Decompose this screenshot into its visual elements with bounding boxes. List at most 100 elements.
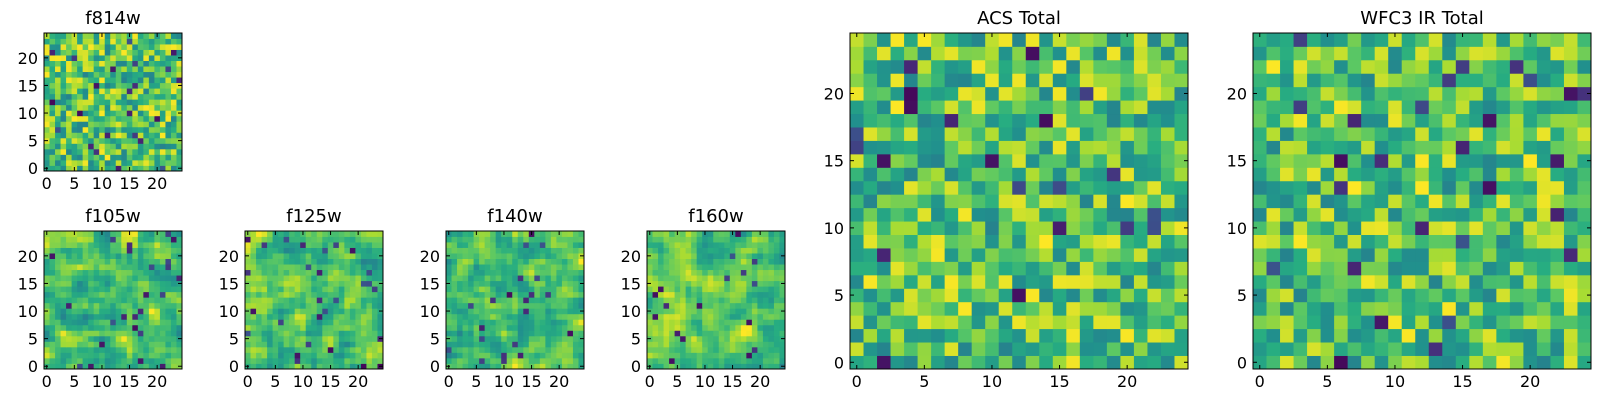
heatmap-cell	[93, 49, 100, 56]
heatmap-cell	[250, 346, 257, 353]
heatmap-cell	[998, 100, 1013, 115]
heatmap-cell	[669, 346, 675, 353]
heatmap-cell	[495, 352, 502, 359]
heatmap-cell	[713, 346, 720, 353]
heatmap-cell	[1066, 113, 1081, 128]
heatmap-cell	[327, 313, 334, 320]
heatmap-cell	[1320, 207, 1335, 222]
heatmap-cell	[779, 319, 786, 326]
heatmap-cell	[523, 302, 530, 309]
heatmap-cell	[283, 297, 290, 304]
x-tick-label: 15	[1049, 372, 1069, 391]
heatmap-cell	[539, 302, 546, 309]
heatmap-cell	[512, 324, 519, 331]
heatmap-cell	[724, 264, 731, 271]
heatmap-cell	[517, 280, 524, 287]
heatmap-cell	[66, 159, 72, 166]
heatmap-cell	[88, 66, 95, 73]
heatmap-cell	[691, 357, 698, 364]
heatmap-cell	[669, 341, 675, 348]
heatmap-cell	[652, 291, 659, 298]
heatmap-cell	[55, 93, 61, 100]
heatmap-cell	[327, 335, 334, 342]
heatmap-cell	[49, 33, 56, 39]
heatmap-cell	[1052, 261, 1067, 276]
heatmap-cell	[154, 236, 161, 243]
heatmap-cell	[327, 286, 334, 293]
heatmap-cell	[506, 297, 513, 304]
heatmap-cell	[1509, 315, 1524, 330]
heatmap-cell	[1280, 342, 1294, 356]
heatmap-cell	[261, 341, 268, 348]
heatmap-cell	[1334, 33, 1349, 47]
heatmap-cell	[740, 313, 747, 320]
heatmap-cell	[110, 159, 117, 166]
heatmap-cell	[1293, 100, 1308, 115]
heatmap-cell	[300, 269, 307, 276]
heatmap-cell	[985, 140, 1000, 155]
heatmap-cell	[1401, 180, 1416, 195]
heatmap-cell	[1120, 140, 1135, 155]
heatmap-cell	[126, 264, 133, 271]
heatmap-cell	[1523, 274, 1538, 289]
heatmap-cell	[561, 330, 568, 337]
heatmap-cell	[60, 66, 67, 73]
heatmap-cell	[110, 33, 117, 39]
heatmap-cell	[904, 73, 918, 88]
heatmap-cell	[305, 291, 312, 298]
heatmap-cell	[305, 319, 312, 326]
heatmap-cell	[261, 297, 268, 304]
heatmap-cell	[658, 280, 664, 287]
heatmap-cell	[115, 71, 122, 78]
heatmap-cell	[110, 357, 117, 364]
heatmap-cell	[523, 258, 530, 265]
heatmap-cell	[1334, 180, 1349, 195]
heatmap-cell	[333, 308, 340, 315]
heatmap-cell	[567, 335, 574, 342]
heatmap-cell	[1052, 127, 1067, 141]
heatmap-cell	[1012, 355, 1027, 370]
heatmap-cell	[1509, 59, 1524, 74]
heatmap-cell	[1442, 33, 1457, 47]
heatmap-cell	[890, 86, 905, 101]
heatmap-cell	[1401, 167, 1416, 182]
heatmap-cell	[1415, 221, 1430, 235]
heatmap-cell	[1455, 194, 1470, 209]
heatmap-cell	[344, 286, 351, 293]
heatmap-cell	[1334, 59, 1349, 74]
heatmap-cell	[1253, 73, 1267, 88]
heatmap-cell	[1079, 86, 1094, 101]
heatmap-cell	[159, 44, 166, 50]
heatmap-cell	[1563, 153, 1578, 168]
heatmap-cell	[278, 275, 285, 282]
heatmap-cell	[176, 297, 183, 304]
heatmap-cell	[490, 291, 497, 298]
heatmap-cell	[71, 308, 78, 315]
heatmap-cell	[82, 88, 89, 95]
heatmap-cell	[669, 258, 675, 265]
heatmap-cell	[1442, 73, 1457, 88]
y-tick-label: 0	[28, 159, 38, 178]
heatmap-cell	[680, 236, 687, 243]
heatmap-cell	[762, 357, 769, 364]
heatmap-cell	[159, 247, 166, 254]
heatmap-cell	[333, 346, 340, 353]
heatmap-cell	[1388, 140, 1403, 155]
heatmap-cell	[751, 242, 758, 248]
heatmap-cell	[669, 242, 675, 248]
heatmap-cell	[1106, 127, 1121, 141]
heatmap-cell	[261, 269, 268, 276]
heatmap-cell	[154, 126, 161, 133]
heatmap-cell	[457, 330, 463, 337]
heatmap-cell	[88, 253, 95, 259]
heatmap-cell	[143, 357, 150, 364]
heatmap-cell	[256, 363, 262, 370]
heatmap-cell	[512, 346, 519, 353]
heatmap-cell	[132, 82, 139, 89]
heatmap-cell	[484, 341, 491, 348]
heatmap-cell	[740, 247, 747, 254]
heatmap-cell	[143, 115, 150, 122]
heatmap-cell	[998, 234, 1013, 249]
heatmap-cell	[958, 248, 973, 262]
heatmap-cell	[1174, 261, 1189, 276]
